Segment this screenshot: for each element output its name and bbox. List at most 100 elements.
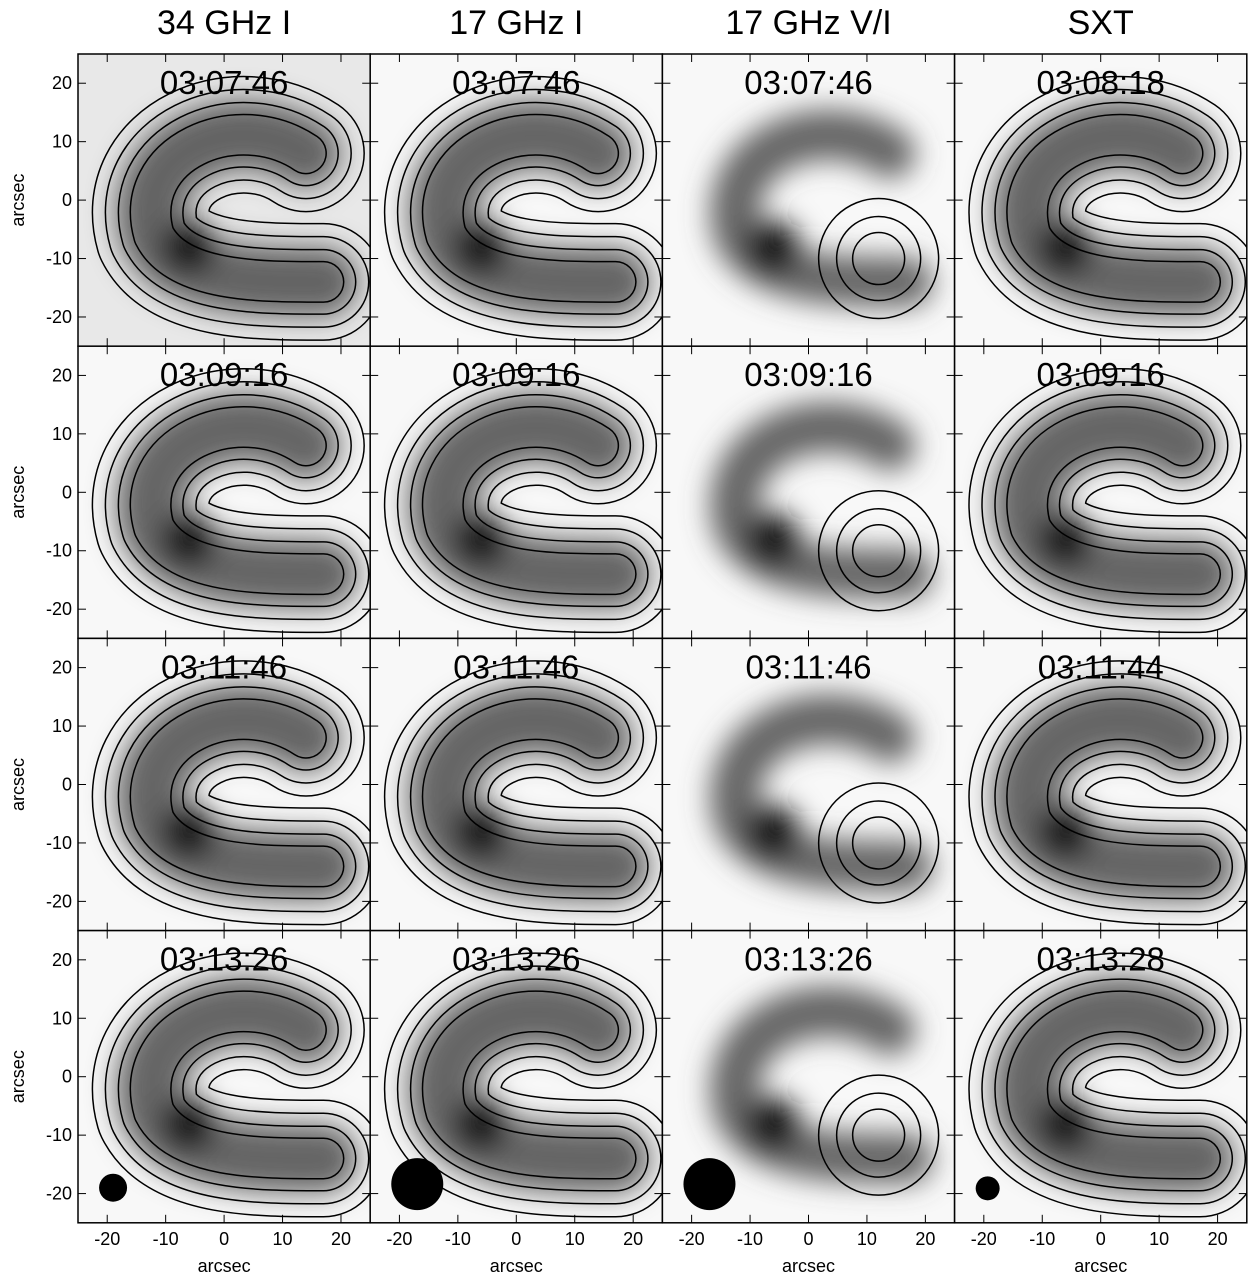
intensity-image <box>710 694 933 892</box>
beam <box>99 1173 128 1202</box>
time-stamp: 03:09:16 <box>452 356 580 393</box>
time-stamp: 03:11:46 <box>453 648 579 685</box>
y-axis-label: arcsec <box>8 758 28 811</box>
y-tick-label: -20 <box>46 1184 72 1204</box>
y-axis-label: arcsec <box>8 466 28 519</box>
time-stamp: 03:07:46 <box>160 64 288 101</box>
contour <box>817 489 940 612</box>
time-stamp: 03:13:26 <box>744 941 872 978</box>
y-axis-label: arcsec <box>8 1050 28 1103</box>
y-tick-label: 0 <box>62 1067 72 1087</box>
y-tick-label: 10 <box>52 716 72 736</box>
x-axis-label: arcsec <box>1074 1256 1127 1276</box>
column-title: SXT <box>1068 4 1134 42</box>
x-tick-label: -10 <box>445 1229 471 1249</box>
x-axis-label: arcsec <box>490 1256 543 1276</box>
beam <box>683 1158 736 1211</box>
column-title: 34 GHz I <box>157 4 291 42</box>
x-tick-label: -10 <box>1029 1229 1055 1249</box>
x-tick-label: 20 <box>623 1229 643 1249</box>
y-tick-label: -20 <box>46 599 72 619</box>
x-axis-label: arcsec <box>782 1256 835 1276</box>
x-tick-label: 10 <box>1149 1229 1169 1249</box>
y-axis-label: arcsec <box>8 174 28 227</box>
emission-core <box>747 1097 800 1150</box>
time-stamp: 03:07:46 <box>452 64 580 101</box>
emission-core <box>747 220 800 273</box>
contour <box>817 782 940 904</box>
panel <box>662 930 955 1223</box>
y-tick-label: -10 <box>46 1125 72 1145</box>
time-stamp: 03:11:46 <box>161 648 287 685</box>
emission-core <box>747 513 800 566</box>
beam <box>391 1158 444 1211</box>
y-tick-label: 10 <box>52 132 72 152</box>
y-tick-label: 0 <box>62 190 72 210</box>
contour <box>851 231 906 286</box>
time-stamp: 03:11:44 <box>1038 648 1164 685</box>
y-tick-label: -20 <box>46 891 72 911</box>
x-tick-label: -10 <box>737 1229 763 1249</box>
y-tick-label: 0 <box>62 482 72 502</box>
x-tick-label: -20 <box>386 1229 412 1249</box>
contour <box>851 1108 906 1162</box>
intensity-image <box>710 986 933 1184</box>
contour <box>817 197 940 320</box>
time-stamp: 03:11:46 <box>745 648 871 685</box>
x-axis-label: arcsec <box>198 1256 251 1276</box>
y-tick-label: -10 <box>46 833 72 853</box>
y-tick-label: 10 <box>52 1008 72 1028</box>
beam <box>975 1176 1000 1201</box>
y-tick-label: -10 <box>46 541 72 561</box>
emission <box>710 109 933 307</box>
y-tick-label: -10 <box>46 249 72 269</box>
emission-core <box>747 805 800 858</box>
y-tick-label: 20 <box>52 950 72 970</box>
y-tick-label: 10 <box>52 424 72 444</box>
x-tick-label: 10 <box>565 1229 585 1249</box>
contour <box>835 1092 922 1178</box>
x-tick-label: 0 <box>511 1229 521 1249</box>
time-stamp: 03:13:26 <box>160 941 288 978</box>
x-tick-label: 0 <box>1096 1229 1106 1249</box>
column-title: 17 GHz V/I <box>725 4 891 42</box>
x-tick-label: 20 <box>331 1229 351 1249</box>
contour <box>851 816 906 870</box>
x-tick-label: 20 <box>915 1229 935 1249</box>
x-tick-label: 0 <box>219 1229 229 1249</box>
y-tick-label: 0 <box>62 775 72 795</box>
emission <box>710 986 933 1184</box>
panel <box>662 638 955 931</box>
time-stamp: 03:13:26 <box>452 941 580 978</box>
contour <box>851 523 906 578</box>
time-stamp: 03:09:16 <box>1036 356 1164 393</box>
intensity-image <box>710 402 933 600</box>
time-stamp: 03:13:28 <box>1036 941 1164 978</box>
time-stamp: 03:07:46 <box>744 64 872 101</box>
emission <box>710 402 933 600</box>
x-tick-label: -20 <box>94 1229 120 1249</box>
emission <box>710 694 933 892</box>
contour <box>835 800 922 886</box>
x-tick-label: 20 <box>1208 1229 1228 1249</box>
time-stamp: 03:08:18 <box>1036 64 1164 101</box>
x-tick-label: 10 <box>857 1229 877 1249</box>
x-tick-label: -20 <box>971 1229 997 1249</box>
x-tick-label: -20 <box>679 1229 705 1249</box>
